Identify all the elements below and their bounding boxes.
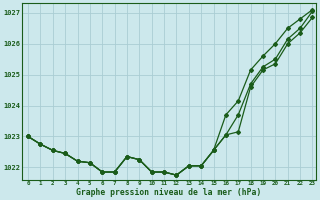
X-axis label: Graphe pression niveau de la mer (hPa): Graphe pression niveau de la mer (hPa) <box>76 188 262 197</box>
